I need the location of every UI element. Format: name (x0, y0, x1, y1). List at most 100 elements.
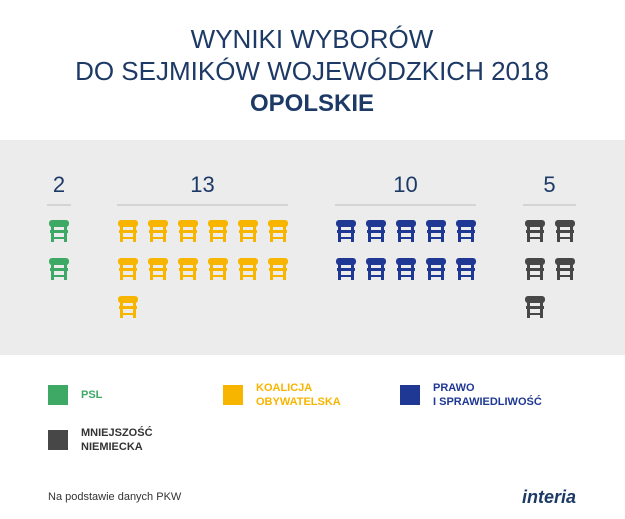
chair-rail (180, 237, 196, 239)
chair-back (456, 258, 476, 265)
seat (396, 220, 416, 242)
chair-seat (337, 230, 355, 233)
chair-seat (239, 230, 257, 233)
chair-leg (180, 264, 183, 280)
chair-back (555, 220, 575, 227)
chair-leg (120, 302, 123, 318)
chair-leg (368, 264, 371, 280)
chair-back (238, 258, 258, 265)
legend-swatch (400, 385, 420, 405)
chair-leg (398, 226, 401, 242)
chair-leg (150, 226, 153, 242)
chair-leg (51, 226, 54, 242)
chair-seat (149, 268, 167, 271)
chair-seat (119, 306, 137, 309)
chair-leg (283, 226, 286, 242)
chair-back (525, 296, 545, 303)
chair-seat (457, 268, 475, 271)
seat (366, 258, 386, 280)
seat (336, 220, 356, 242)
chair-seat (119, 268, 137, 271)
chair-back (366, 258, 386, 265)
chair-back (525, 220, 545, 227)
chair-rail (120, 237, 136, 239)
chair-seat (269, 230, 287, 233)
seat (118, 296, 138, 318)
chair-leg (163, 226, 166, 242)
chair-back (336, 220, 356, 227)
chair-rail (210, 275, 226, 277)
source: Na podstawie danych PKW (48, 491, 182, 503)
seat-count: 2 (53, 172, 65, 197)
chair-seat (209, 268, 227, 271)
seat (49, 258, 69, 280)
chair-leg (428, 264, 431, 280)
seat (555, 258, 575, 280)
chair-leg (64, 264, 67, 280)
chair-leg (338, 226, 341, 242)
chart-title: WYNIKI WYBORÓW (191, 24, 434, 54)
chair-back (555, 258, 575, 265)
chair-rail (557, 237, 573, 239)
seat-panel (0, 140, 625, 355)
chair-rail (180, 275, 196, 277)
seat (178, 258, 198, 280)
logo: interia (522, 487, 576, 507)
chair-back (148, 258, 168, 265)
chair-leg (163, 264, 166, 280)
seat (396, 258, 416, 280)
chair-leg (283, 264, 286, 280)
chair-rail (458, 275, 474, 277)
legend-label: MNIEJSZOŚĆ NIEMIECKA (81, 427, 153, 453)
chair-seat (526, 306, 544, 309)
chair-leg (240, 264, 243, 280)
chair-back (118, 296, 138, 303)
chair-seat (239, 268, 257, 271)
chair-leg (180, 226, 183, 242)
chair-leg (338, 264, 341, 280)
chair-back (268, 220, 288, 227)
legend-swatch (223, 385, 243, 405)
chair-leg (351, 264, 354, 280)
chair-seat (367, 268, 385, 271)
chair-seat (427, 268, 445, 271)
seat (366, 220, 386, 242)
chair-rail (428, 237, 444, 239)
chair-seat (526, 230, 544, 233)
chair-rail (368, 237, 384, 239)
seat (49, 220, 69, 242)
chair-leg (223, 226, 226, 242)
chair-back (456, 220, 476, 227)
chair-leg (411, 226, 414, 242)
chair-leg (458, 264, 461, 280)
chair-seat (179, 268, 197, 271)
chair-seat (269, 268, 287, 271)
legend-label: PRAWO I SPRAWIEDLIWOŚĆ (433, 382, 542, 408)
chair-leg (351, 226, 354, 242)
seat (525, 220, 545, 242)
chair-back (49, 220, 69, 227)
chair-back (118, 220, 138, 227)
chair-rail (150, 237, 166, 239)
chair-seat (457, 230, 475, 233)
chair-rail (458, 237, 474, 239)
chair-seat (209, 230, 227, 233)
legend-label: PSL (81, 389, 103, 401)
chair-leg (210, 264, 213, 280)
chair-seat (556, 230, 574, 233)
chair-leg (210, 226, 213, 242)
chair-seat (427, 230, 445, 233)
chair-rail (557, 275, 573, 277)
chair-seat (526, 268, 544, 271)
legend-label: KOALICJA OBYWATELSKA (256, 382, 341, 408)
chair-back (118, 258, 138, 265)
chair-leg (540, 226, 543, 242)
chair-seat (50, 268, 68, 271)
seat (268, 258, 288, 280)
seat (238, 258, 258, 280)
seat (555, 220, 575, 242)
chair-seat (556, 268, 574, 271)
chair-back (396, 220, 416, 227)
seat (208, 258, 228, 280)
